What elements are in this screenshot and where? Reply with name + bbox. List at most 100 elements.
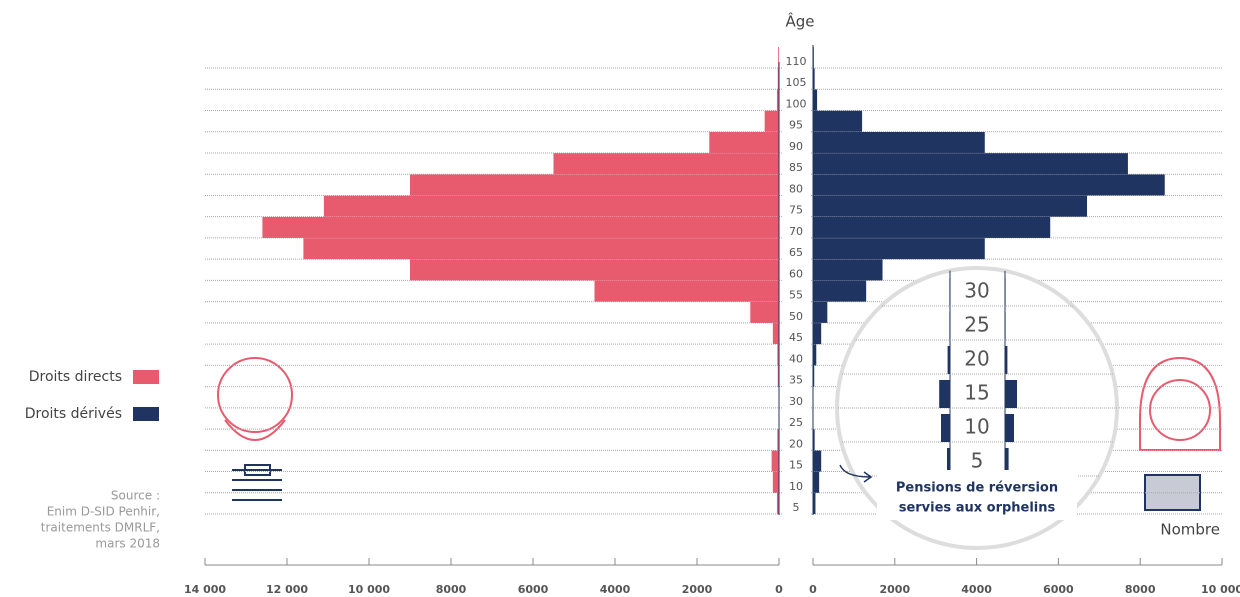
bar	[262, 216, 779, 238]
bar	[776, 89, 779, 111]
bar	[771, 450, 779, 472]
bar	[813, 174, 1165, 196]
age-label-bg	[782, 501, 810, 516]
x-tick-label: 4000	[961, 583, 992, 596]
age-label-bg	[782, 76, 810, 91]
inset-bar	[939, 380, 950, 408]
age-label: 10	[789, 480, 803, 493]
x-tick-label: 12 000	[266, 583, 308, 596]
bar	[813, 323, 822, 345]
woman-icon	[1139, 356, 1221, 511]
bar	[813, 259, 883, 281]
x-tick-label: 8000	[1125, 583, 1156, 596]
bar	[777, 429, 779, 451]
x-tick-label: 6000	[1043, 583, 1074, 596]
inset-bar	[949, 278, 950, 306]
bar	[813, 344, 817, 366]
inset-age-label: 20	[964, 347, 989, 371]
inset-age-label: 30	[964, 279, 989, 303]
age-label: 30	[789, 395, 803, 408]
bar	[772, 471, 779, 493]
plot: 1101051009590858075706560555045403530252…	[184, 45, 1240, 596]
bar	[813, 493, 816, 515]
age-label-bg	[782, 139, 810, 154]
age-label-bg	[782, 331, 810, 346]
bar	[764, 110, 779, 132]
x-axis-label: Nombre	[1160, 521, 1220, 539]
bar	[813, 131, 985, 153]
x-tick-label: 14 000	[184, 583, 226, 596]
inset-bar	[947, 448, 950, 476]
bar	[323, 195, 779, 217]
age-label-bg	[782, 437, 810, 452]
y-axis-label: Âge	[785, 12, 814, 31]
age-label: 90	[789, 140, 803, 153]
age-label-bg	[782, 267, 810, 282]
age-label: 85	[789, 161, 803, 174]
inset-bar	[941, 414, 950, 442]
legend-label: Droits dérivés	[25, 406, 122, 422]
legend-swatch	[133, 370, 159, 384]
bar	[777, 68, 779, 90]
x-tick-label: 10 000	[1201, 583, 1240, 596]
x-tick-label: 4000	[600, 583, 631, 596]
bar	[813, 450, 822, 472]
source-text: traitements DMRLF,	[41, 521, 160, 535]
legend: Droits directs Droits dérivés	[25, 369, 159, 422]
age-label-bg	[782, 479, 810, 494]
age-label-bg	[782, 352, 810, 367]
bar	[813, 195, 1088, 217]
x-tick-label: 0	[775, 583, 783, 596]
age-label-bg	[782, 394, 810, 409]
age-label-bg	[782, 55, 810, 69]
inset-bar	[1005, 312, 1006, 340]
inset-age-label: 15	[964, 381, 989, 405]
bar	[776, 493, 779, 515]
source-text: Enim D-SID Penhir,	[47, 505, 160, 519]
age-label: 60	[789, 267, 803, 280]
source-text: Source :	[111, 489, 160, 503]
source-text: mars 2018	[95, 537, 160, 551]
age-label-bg	[782, 288, 810, 303]
inset-caption: Pensions de réversion	[896, 481, 1058, 496]
age-label: 25	[789, 416, 803, 429]
bar	[813, 280, 867, 302]
bar	[813, 110, 863, 132]
man-icon	[217, 357, 293, 501]
inset-bar	[1005, 346, 1008, 374]
legend-label: Droits directs	[29, 369, 122, 385]
bar	[709, 131, 779, 153]
age-label-bg	[782, 97, 810, 112]
age-label-bg	[782, 309, 810, 324]
bar	[813, 68, 815, 90]
inset-bar	[1005, 448, 1009, 476]
inset-bar	[949, 312, 950, 340]
bar	[813, 429, 815, 451]
age-label-bg	[782, 416, 810, 431]
bar	[777, 365, 779, 387]
inset-caption: servies aux orphelins	[899, 501, 1056, 516]
bar	[813, 216, 1051, 238]
legend-swatch	[133, 407, 159, 421]
bar	[813, 89, 818, 111]
bar	[778, 47, 779, 68]
age-label-bg	[782, 246, 810, 261]
age-label-bg	[782, 458, 810, 473]
bar	[410, 174, 779, 196]
age-label: 105	[786, 76, 807, 89]
bar	[750, 301, 779, 323]
bar	[813, 471, 820, 493]
age-label-bg	[782, 118, 810, 133]
age-label-bg	[782, 203, 810, 218]
bar	[772, 323, 779, 345]
age-label: 110	[786, 55, 807, 68]
bar	[813, 301, 828, 323]
age-label-bg	[782, 182, 810, 197]
x-tick-label: 6000	[518, 583, 549, 596]
caption-box	[877, 470, 1077, 520]
age-label: 80	[789, 182, 803, 195]
inset-bar	[1005, 380, 1017, 408]
bar	[813, 238, 985, 260]
age-label: 55	[789, 289, 803, 302]
